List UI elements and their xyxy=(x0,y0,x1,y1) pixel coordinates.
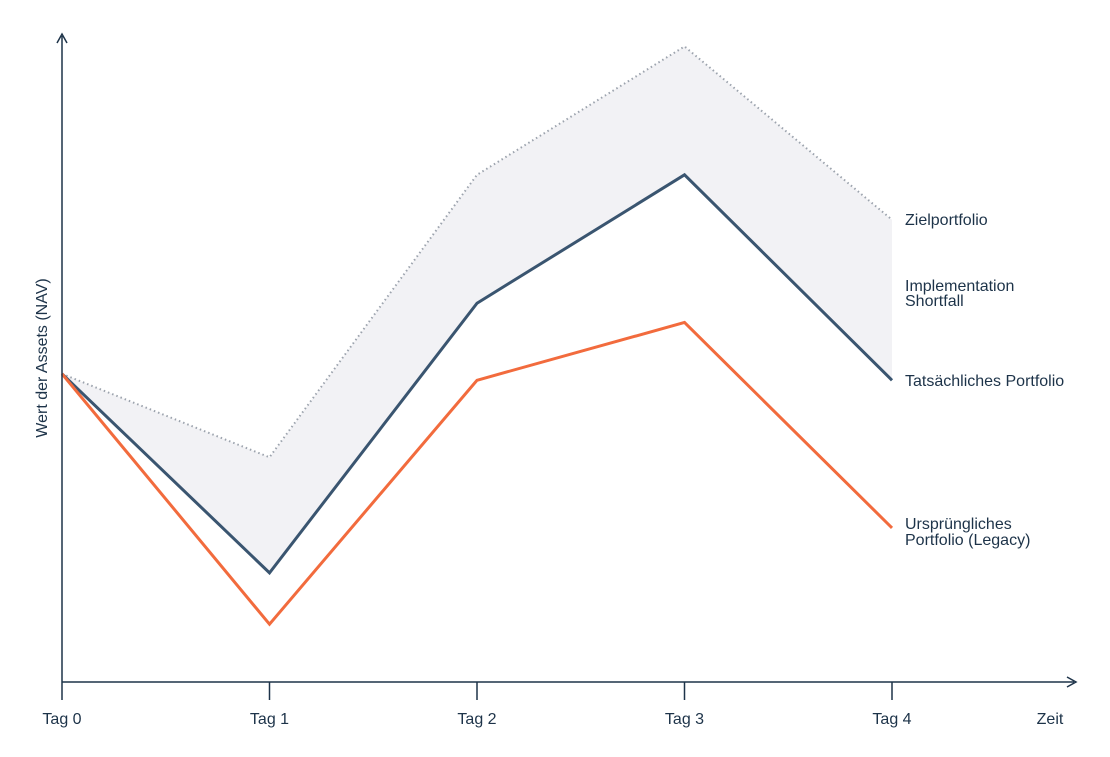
urspruengliches-label-line-1: Ursprüngliches xyxy=(905,516,1012,533)
y-axis xyxy=(56,32,68,682)
x-tick-label: Tag 0 xyxy=(42,711,81,728)
series-line-urspruengliches-portfolio xyxy=(60,320,894,627)
tatsaechliches-portfolio-label: Tatsächliches Portfolio xyxy=(905,373,1064,390)
x-axis-arrow-icon xyxy=(1066,676,1078,688)
y-axis-arrow-icon xyxy=(56,32,68,44)
series-label-tatsaechliches-portfolio: Tatsächliches Portfolio xyxy=(905,373,1064,390)
series-label-urspruengliches-portfolio: Ursprüngliches Portfolio (Legacy) xyxy=(905,516,1030,549)
x-tick-label: Tag 1 xyxy=(250,711,289,728)
band-label-line-2: Shortfall xyxy=(905,293,964,310)
zielportfolio-label: Zielportfolio xyxy=(905,212,988,229)
series-label-zielportfolio: Zielportfolio xyxy=(905,212,988,229)
x-tick-label: Tag 4 xyxy=(872,711,911,728)
band-label-line-1: Implementation xyxy=(905,278,1014,295)
series-line-zielportfolio xyxy=(61,45,893,459)
band-label: Implementation Shortfall xyxy=(905,278,1014,310)
y-axis-label: Wert der Assets (NAV) xyxy=(34,278,51,437)
x-tick-label: Tag 3 xyxy=(665,711,704,728)
x-axis xyxy=(62,676,1078,688)
x-ticks: Tag 0 Tag 1 Tag 2 Tag 3 Tag 4 xyxy=(42,682,912,728)
urspruengliches-label-line-2: Portfolio (Legacy) xyxy=(905,532,1030,549)
series-line-tatsaechliches-portfolio xyxy=(60,172,894,576)
x-tick-label: Tag 2 xyxy=(457,711,496,728)
x-axis-label: Zeit xyxy=(1037,711,1064,728)
